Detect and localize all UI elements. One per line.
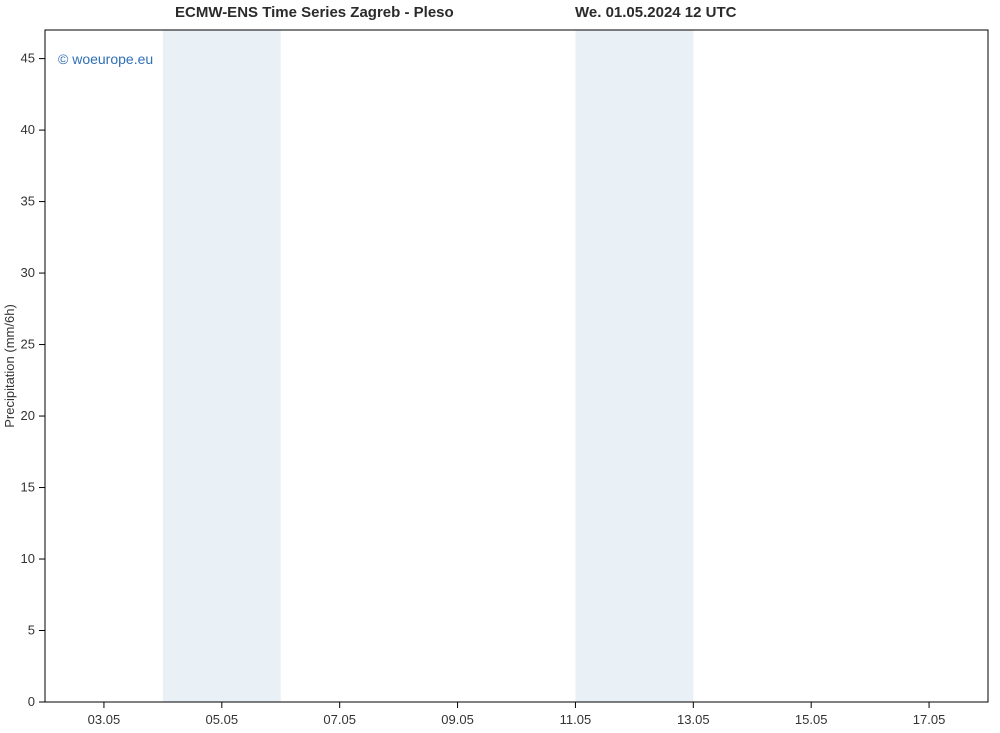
weekend-band-0 bbox=[163, 30, 281, 702]
weekend-band-1 bbox=[575, 30, 693, 702]
x-tick-label: 13.05 bbox=[677, 712, 710, 727]
y-tick-label: 30 bbox=[21, 265, 35, 280]
x-tick-label: 15.05 bbox=[795, 712, 828, 727]
x-axis-ticks: 03.05 05.05 07.05 09.05 11.05 13.05 15.05 17.05 bbox=[88, 702, 946, 727]
y-tick-label: 25 bbox=[21, 337, 35, 352]
weekend-bands bbox=[163, 30, 693, 702]
y-tick-label: 5 bbox=[28, 623, 35, 638]
chart-title-right: We. 01.05.2024 12 UTC bbox=[575, 4, 737, 21]
y-tick-label: 40 bbox=[21, 122, 35, 137]
y-tick-label: 35 bbox=[21, 194, 35, 209]
y-axis-ticks: 0 5 10 15 20 25 30 35 40 45 bbox=[21, 51, 45, 709]
chart-title-left: ECMW-ENS Time Series Zagreb - Pleso bbox=[175, 4, 454, 21]
y-axis-label: Precipitation (mm/6h) bbox=[2, 304, 17, 428]
y-tick-label: 20 bbox=[21, 408, 35, 423]
x-tick-label: 05.05 bbox=[206, 712, 239, 727]
y-tick-label: 45 bbox=[21, 51, 35, 66]
y-tick-label: 15 bbox=[21, 480, 35, 495]
x-tick-label: 11.05 bbox=[560, 712, 592, 727]
x-tick-label: 17.05 bbox=[913, 712, 946, 727]
x-tick-label: 03.05 bbox=[88, 712, 121, 727]
watermark: © woeurope.eu bbox=[58, 51, 153, 67]
y-tick-label: 10 bbox=[21, 551, 35, 566]
x-tick-label: 09.05 bbox=[441, 712, 474, 727]
precipitation-chart: 0 5 10 15 20 25 30 35 40 45 03.05 05.05 07.05 09.05 11… bbox=[0, 0, 1000, 733]
y-tick-label: 0 bbox=[28, 694, 35, 709]
x-tick-label: 07.05 bbox=[323, 712, 356, 727]
